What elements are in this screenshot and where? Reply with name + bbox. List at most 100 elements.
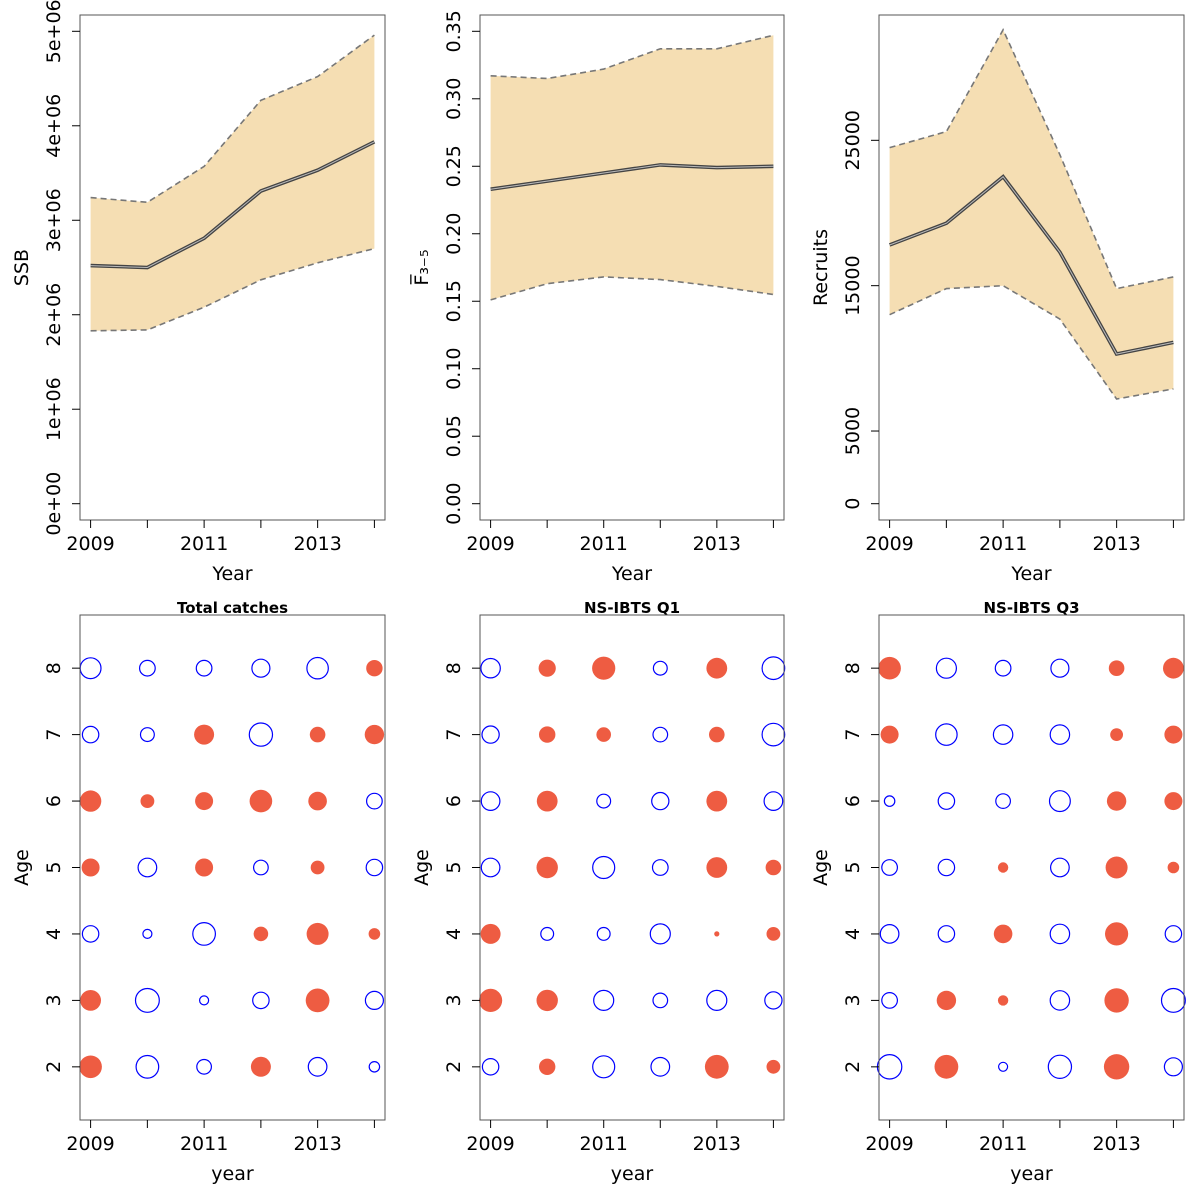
- residual-bubble-positive: [368, 928, 381, 940]
- residual-bubble-positive: [250, 1056, 271, 1077]
- x-tick-label: 2013: [693, 533, 741, 555]
- residual-bubble-positive: [536, 856, 558, 879]
- residual-bubble-negative: [138, 659, 156, 677]
- residual-bubble-positive: [880, 725, 899, 744]
- residual-bubble-positive: [249, 789, 273, 813]
- residual-bubble-negative: [761, 656, 786, 681]
- residual-bubble-negative: [652, 992, 669, 1009]
- residual-bubble-negative: [881, 859, 898, 876]
- y-tick-label: 8: [443, 662, 465, 674]
- residual-bubble-positive: [878, 656, 901, 680]
- residual-bubble-negative: [652, 660, 668, 676]
- plot-frame: [479, 614, 785, 1121]
- residual-bubble-positive: [194, 724, 215, 745]
- residual-bubble-negative: [881, 992, 898, 1009]
- residual-bubble-negative: [994, 659, 1012, 677]
- y-tick-label: 0.25: [443, 145, 465, 187]
- residual-bubble-negative: [252, 859, 269, 876]
- y-tick-label: 0e+00: [43, 472, 65, 536]
- residual-bubble-negative: [79, 657, 102, 680]
- residual-bubble-positive: [309, 726, 326, 743]
- residual-bubble-positive: [539, 726, 556, 743]
- residual-bubble-negative: [1049, 724, 1071, 745]
- y-axis-label: Age: [411, 849, 433, 886]
- y-tick-label: 5: [443, 861, 465, 873]
- x-axis-label: Year: [211, 563, 252, 585]
- x-axis-label: year: [611, 1163, 654, 1185]
- residual-bubble-negative: [763, 791, 784, 811]
- residual-bubble-negative: [137, 857, 158, 878]
- y-tick-label: 2: [842, 1061, 864, 1073]
- residual-bubble-negative: [307, 1056, 328, 1077]
- residual-bubble-positive: [1167, 861, 1180, 874]
- x-tick-label: 2011: [979, 1133, 1027, 1155]
- residual-bubble-positive: [480, 923, 501, 944]
- residual-bubble-positive: [536, 989, 558, 1012]
- plot-frame: [79, 614, 386, 1121]
- residual-bubble-positive: [1103, 1054, 1130, 1080]
- residual-bubble-negative: [248, 722, 274, 747]
- residual-bubble-positive: [1163, 657, 1184, 679]
- residual-bubble-negative: [134, 987, 160, 1013]
- y-tick-label: 5: [43, 861, 65, 873]
- residual-bubble-positive: [706, 657, 728, 679]
- residual-bubble-negative: [1164, 925, 1183, 943]
- residual-bubble-positive: [479, 988, 503, 1013]
- y-tick-label: 8: [842, 662, 864, 674]
- x-tick-label: 2009: [66, 1133, 114, 1155]
- x-tick-label: 2011: [979, 533, 1027, 555]
- residual-bubble-negative: [81, 725, 100, 744]
- residual-bubble-negative: [142, 928, 153, 940]
- x-tick-label: 2009: [865, 1133, 913, 1155]
- upper-bound-line: [889, 28, 1174, 290]
- lower-bound-line: [889, 284, 1174, 400]
- y-axis-label: SSB: [11, 249, 33, 286]
- residual-bubble-positive: [538, 659, 556, 677]
- plot-frame: [878, 14, 1185, 521]
- residual-bubble-positive: [766, 1059, 781, 1074]
- x-axis-label: year: [211, 1163, 254, 1185]
- residual-bubble-positive: [195, 792, 214, 811]
- residual-bubble-positive: [993, 924, 1013, 944]
- y-tick-label: 5000: [842, 407, 864, 455]
- residual-bubble-negative: [139, 727, 155, 743]
- residual-bubble-negative: [481, 725, 500, 744]
- y-tick-label: 5: [842, 861, 864, 873]
- y-tick-label: 0.15: [443, 280, 465, 322]
- estimate-line-inner: [889, 175, 1174, 355]
- residual-bubble-positive: [934, 1054, 959, 1079]
- residual-bubble-positive: [592, 656, 616, 680]
- residual-bubble-negative: [592, 855, 616, 880]
- x-tick-label: 2011: [580, 1133, 628, 1155]
- x-tick-label: 2013: [293, 1133, 341, 1155]
- y-tick-label: 4: [43, 928, 65, 940]
- y-tick-label: 0.30: [443, 78, 465, 120]
- x-axis-label: year: [1010, 1163, 1053, 1185]
- residual-bubble-negative: [252, 991, 270, 1010]
- residual-bubble-positive: [81, 858, 100, 877]
- residual-bubble-positive: [709, 726, 725, 743]
- residual-bubble-negative: [192, 922, 217, 946]
- x-tick-label: 2011: [180, 1133, 228, 1155]
- y-tick-label: 0.10: [443, 348, 465, 390]
- y-tick-label: 7: [443, 729, 465, 741]
- residual-bubble-negative: [81, 925, 100, 943]
- residual-bubble-positive: [79, 790, 102, 812]
- residual-bubble-negative: [995, 793, 1011, 809]
- y-axis-label: Recruits: [810, 229, 832, 306]
- y-tick-label: 3e+06: [43, 188, 65, 252]
- residual-bubble-positive: [1164, 792, 1183, 811]
- residual-bubble-positive: [305, 988, 330, 1013]
- residual-bubble-positive: [766, 927, 781, 941]
- residual-bubble-negative: [195, 659, 213, 677]
- y-axis-label: Age: [810, 849, 832, 886]
- y-tick-label: 0.05: [443, 415, 465, 457]
- residual-bubble-positive: [1108, 660, 1125, 676]
- x-tick-label: 2013: [1092, 1133, 1140, 1155]
- x-tick-label: 2013: [293, 533, 341, 555]
- estimate-line-inner: [490, 164, 774, 190]
- residual-bubble-negative: [480, 657, 501, 679]
- y-axis-label: Age: [11, 849, 33, 886]
- residual-bubble-negative: [651, 859, 669, 876]
- residual-bubble-negative: [764, 991, 783, 1010]
